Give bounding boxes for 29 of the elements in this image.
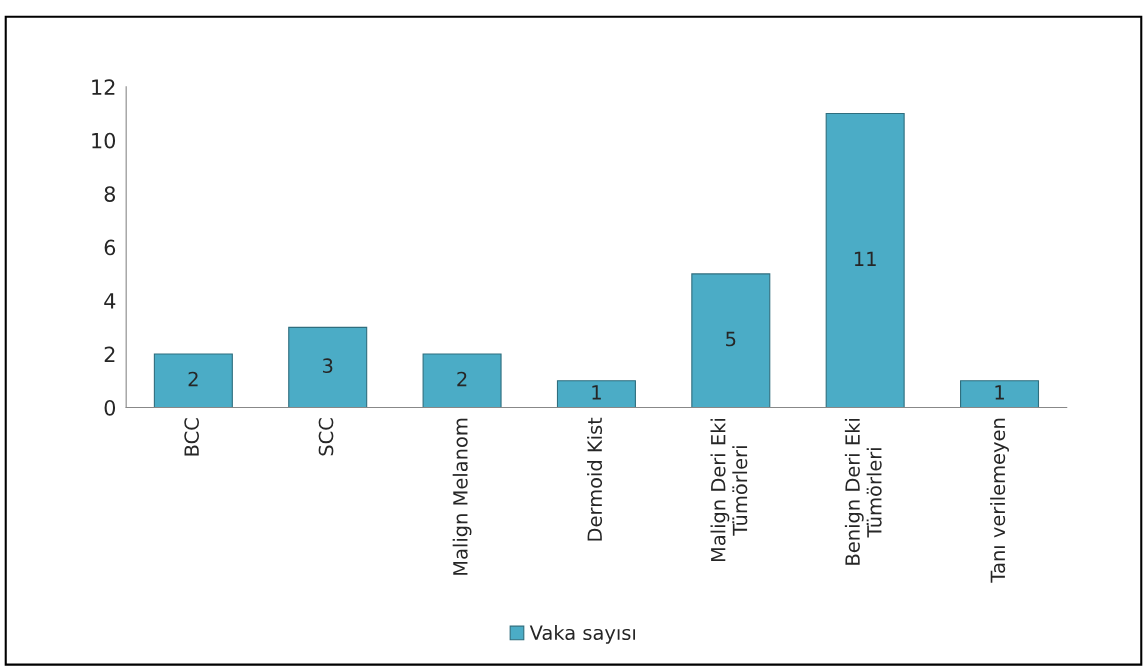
y-tick-label: 0 — [104, 399, 116, 416]
bar — [153, 353, 233, 408]
x-tick-label: Dermoid Kist — [587, 417, 603, 541]
x-tick-label: Malign Deri Eki Tümörleri — [710, 419, 748, 562]
data-label: 2 — [457, 371, 467, 387]
y-tick-label: 2 — [104, 346, 115, 362]
bar — [825, 113, 905, 408]
bar — [960, 380, 1040, 408]
y-tick-label: 12 — [92, 79, 115, 95]
x-tick-label: Malign Melanom — [452, 418, 472, 575]
x-tick-label: SCC — [318, 418, 334, 456]
data-label: 11 — [854, 251, 876, 266]
bar — [691, 273, 771, 408]
bar — [288, 326, 368, 408]
x-tick-label: Benign Deri Eki Tümörleri — [844, 419, 882, 565]
x-tick-label: BCC — [184, 418, 199, 456]
data-label: 3 — [323, 358, 333, 374]
bar — [556, 380, 636, 408]
y-tick-label: 8 — [104, 186, 116, 202]
data-label: 2 — [188, 371, 198, 387]
data-label: 5 — [726, 331, 736, 347]
y-tick-label: 6 — [104, 239, 116, 256]
legend-label: Vaka sayısı — [529, 625, 636, 644]
data-label: 1 — [995, 385, 1004, 400]
y-tick-label: 10 — [92, 132, 116, 149]
x-tick-label: Tanı verilemeyen — [990, 418, 1009, 583]
y-tick-label: 4 — [104, 293, 116, 309]
bar — [422, 353, 502, 408]
data-label: 1 — [592, 385, 601, 400]
